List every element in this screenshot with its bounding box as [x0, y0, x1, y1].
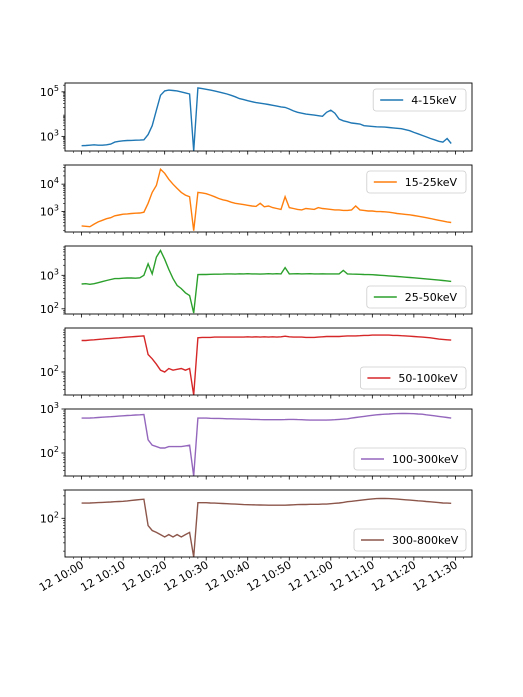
panel-300-800keV: 102 300-800keV: [40, 489, 473, 561]
x-tick-label: 12 10:20: [120, 558, 169, 594]
series-line-300-800keV: [81, 497, 452, 557]
legend-label: 300-800keV: [392, 534, 459, 547]
axes-frame: [64, 327, 473, 396]
series-line-25-50keV: [81, 249, 452, 314]
axes-frame: [64, 245, 473, 315]
panel-25-50keV: 102 103 25-50keV: [40, 245, 473, 318]
x-tick-label: 12 10:30: [162, 558, 211, 594]
legend-box: [372, 88, 467, 112]
panel-50-100keV: 102 50-100keV: [40, 327, 473, 399]
legend-label: 4-15keV: [411, 94, 457, 107]
series-line-50-100keV: [81, 334, 452, 395]
legend: 15-25keV: [366, 170, 467, 194]
x-tick-label: 12 11:00: [286, 558, 335, 594]
legend-label: 25-50keV: [405, 291, 458, 304]
legend-box: [353, 528, 467, 552]
panel-100-300keV: 102 103 100-300keV: [40, 401, 473, 480]
x-tick-label: 12 11:20: [369, 558, 418, 594]
x-tick-label: 12 10:40: [203, 558, 252, 594]
panel-4-15keV: 103 105 4-15keV: [40, 82, 473, 155]
axes-frame: [64, 82, 473, 152]
axes-frame: [64, 489, 473, 558]
y-tick-label: 103: [40, 401, 59, 416]
x-tick-label: 12 11:10: [328, 558, 377, 594]
legend: 25-50keV: [366, 285, 467, 309]
series-line-15-25keV: [81, 167, 452, 231]
series-line-4-15keV: [81, 87, 452, 151]
legend-label: 50-100keV: [398, 372, 458, 385]
x-tick-label: 12 10:10: [79, 558, 128, 594]
legend-box: [366, 285, 467, 309]
legend: 50-100keV: [359, 366, 467, 390]
y-tick-label: 103: [40, 128, 59, 143]
legend-label: 15-25keV: [405, 176, 458, 189]
y-tick-label: 102: [40, 510, 59, 525]
legend: 4-15keV: [372, 88, 467, 112]
y-tick-label: 102: [40, 445, 59, 460]
x-tick-label: 12 10:00: [37, 558, 86, 594]
x-tick-label: 12 10:50: [245, 558, 294, 594]
y-tick-label: 103: [40, 267, 59, 282]
x-tick-label: 12 11:30: [411, 558, 460, 594]
legend: 300-800keV: [353, 528, 467, 552]
legend: 100-300keV: [353, 447, 467, 471]
axes-frame: [64, 408, 473, 477]
y-tick-label: 102: [40, 301, 59, 316]
y-tick-label: 103: [40, 204, 59, 219]
y-tick-label: 105: [40, 84, 59, 99]
series-line-100-300keV: [81, 412, 452, 476]
y-tick-label: 102: [40, 364, 59, 379]
legend-label: 100-300keV: [392, 453, 459, 466]
legend-box: [353, 447, 467, 471]
legend-box: [366, 170, 467, 194]
panel-15-25keV: 103 104 15-25keV: [40, 164, 473, 236]
legend-box: [359, 366, 467, 390]
y-tick-label: 104: [40, 176, 59, 191]
